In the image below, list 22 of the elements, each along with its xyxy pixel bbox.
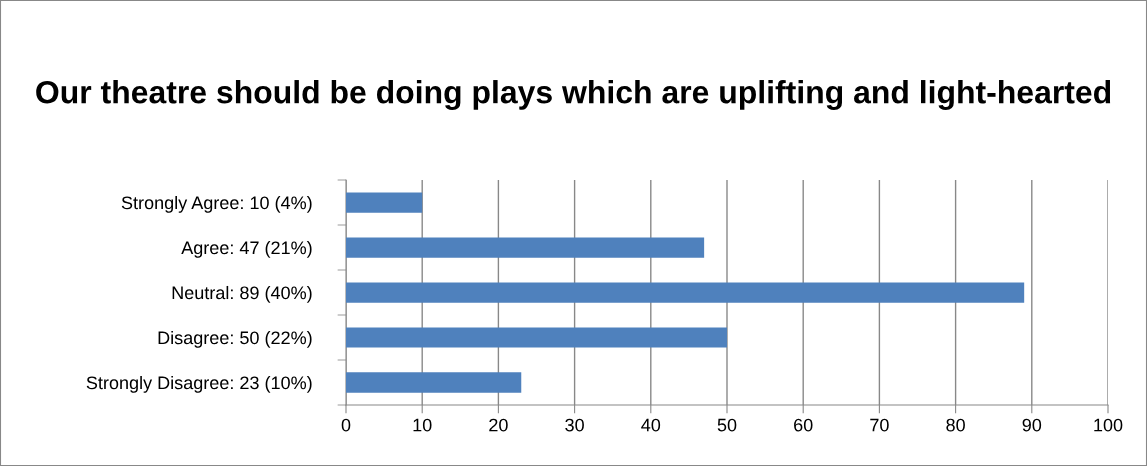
- x-tick-label: 0: [341, 418, 351, 432]
- y-tick-label: Strongly Disagree: 23 (10%): [86, 375, 312, 393]
- x-tick-label: 60: [794, 418, 813, 432]
- bar: [346, 372, 522, 393]
- y-tick-label: Agree: 47 (21%): [181, 240, 312, 258]
- x-tick-label: 90: [1022, 418, 1042, 432]
- y-tick-label: Neutral: 89 (40%): [172, 285, 312, 303]
- y-tick-label: Strongly Agree: 10 (4%): [121, 195, 312, 213]
- x-tick-label: 80: [946, 418, 965, 432]
- x-tick-label: 40: [641, 418, 661, 432]
- y-tick-label: Disagree: 50 (22%): [158, 330, 312, 348]
- x-tick-label: 10: [413, 418, 432, 432]
- bar: [346, 192, 423, 213]
- x-tick-label: 100: [1094, 418, 1123, 432]
- x-tick-label: 30: [565, 418, 584, 432]
- bar: [346, 327, 727, 348]
- x-tick-label: 70: [870, 418, 889, 432]
- x-tick-label: 50: [717, 418, 737, 432]
- x-tick-label: 20: [489, 418, 508, 432]
- chart-title: Our theatre should be doing plays which are uplifting and light-hearted: [36, 80, 1111, 110]
- bar: [346, 237, 705, 258]
- bar: [346, 282, 1025, 303]
